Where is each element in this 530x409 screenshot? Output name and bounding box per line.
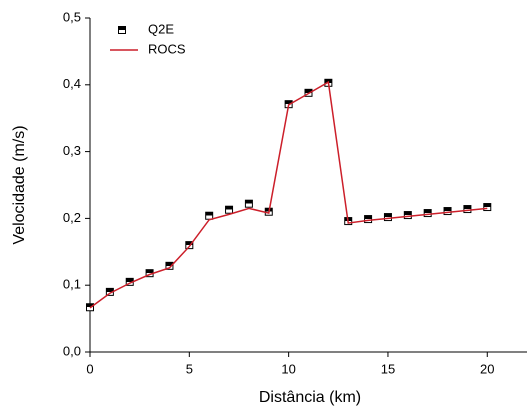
legend-marker [118,26,126,34]
y-tick-label: 0,4 [63,76,81,91]
x-tick-label: 0 [86,361,93,376]
marker [383,213,392,222]
marker [244,199,253,208]
y-tick-label: 0,3 [63,143,81,158]
x-tick-label: 15 [381,361,395,376]
marker [403,211,412,220]
y-tick-label: 0,0 [63,343,81,358]
y-tick-label: 0,5 [63,9,81,24]
x-tick-label: 20 [480,361,494,376]
y-axis-title: Velocidade (m/s) [11,125,28,244]
x-tick-label: 5 [186,361,193,376]
marker [443,207,452,216]
marker [205,211,214,220]
marker [423,209,432,218]
marker [483,203,492,212]
y-tick-label: 0,1 [63,277,81,292]
marker [364,215,373,224]
marker [463,205,472,214]
marker [185,241,194,250]
series-line [89,80,488,309]
x-axis-title: Distância (km) [259,389,361,406]
y-tick-label: 0,2 [63,210,81,225]
x-tick-label: 10 [281,361,295,376]
marker [225,205,234,214]
legend-label: ROCS [148,41,186,56]
marker [165,261,174,270]
legend-label: Q2E [148,21,174,36]
